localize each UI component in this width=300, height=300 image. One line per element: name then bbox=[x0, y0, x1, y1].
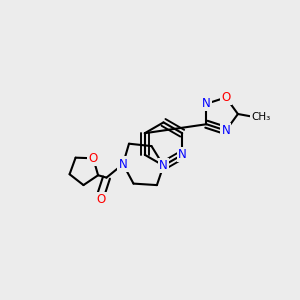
Text: N: N bbox=[202, 97, 211, 110]
Text: O: O bbox=[221, 91, 230, 104]
Text: CH₃: CH₃ bbox=[251, 112, 271, 122]
Text: N: N bbox=[221, 124, 230, 137]
Text: N: N bbox=[178, 148, 187, 161]
Text: N: N bbox=[118, 158, 127, 171]
Text: O: O bbox=[88, 152, 98, 165]
Text: N: N bbox=[159, 159, 168, 172]
Text: O: O bbox=[97, 193, 106, 206]
